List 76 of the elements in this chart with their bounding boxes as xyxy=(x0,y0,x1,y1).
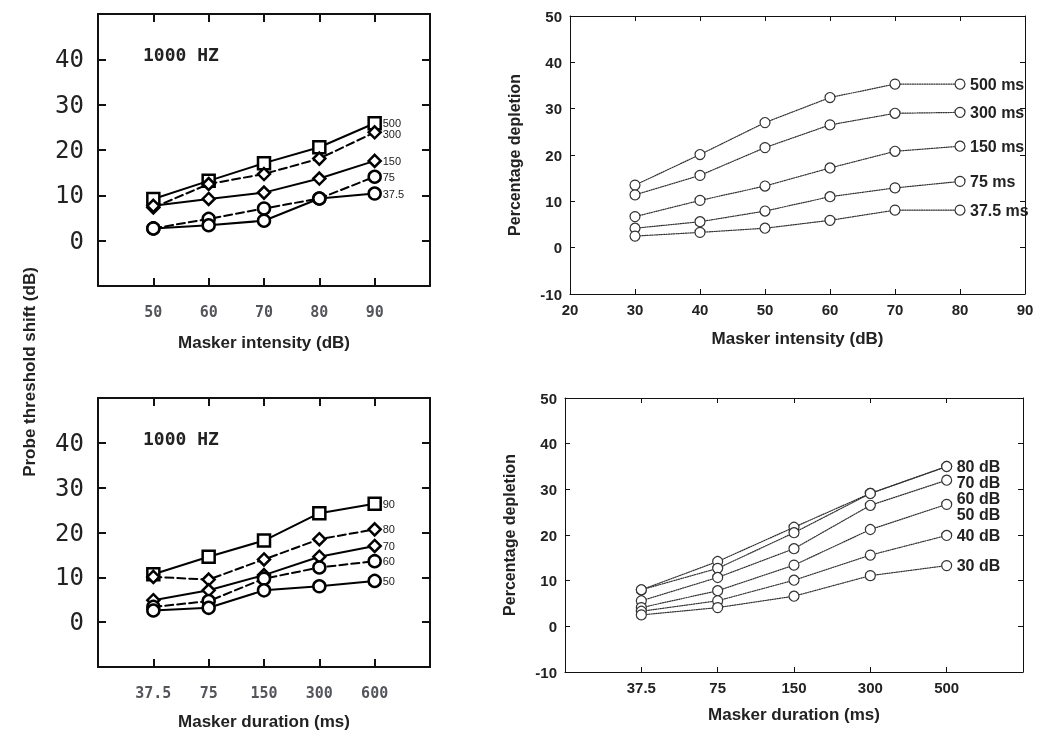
x-tick-label: 37.5 xyxy=(626,679,656,696)
series-label: 37.5 xyxy=(382,187,405,200)
series-label: 75 xyxy=(382,170,395,183)
y-tick-label: -10 xyxy=(535,663,557,681)
y-tick-label: 40 xyxy=(55,428,84,457)
series-label: 50 xyxy=(382,574,395,587)
y-tick-label: 0 xyxy=(69,608,84,637)
x-tick-label: 70 xyxy=(254,302,274,321)
x-tick-label: 37.5 xyxy=(135,683,172,702)
x-tick-label: 300 xyxy=(857,679,883,696)
y-tick-label: 10 xyxy=(545,192,562,210)
y-tick-label: 30 xyxy=(55,473,84,502)
y-axis-title: Probe threshold shift (dB) xyxy=(20,267,40,477)
x-tick-label: 75 xyxy=(199,683,218,702)
x-tick-label: 500 xyxy=(934,679,960,696)
series-label: 30 dB xyxy=(956,557,1001,575)
series-label: 80 xyxy=(382,523,395,536)
x-tick-label: 150 xyxy=(781,679,807,696)
series-label: 500 xyxy=(382,117,402,130)
series-label: 75 ms xyxy=(970,172,1016,190)
x-axis-title: Masker intensity (dB) xyxy=(178,333,350,352)
x-tick-label: 40 xyxy=(691,301,709,318)
series-label: 60 dB xyxy=(956,490,1001,507)
x-tick-label: 90 xyxy=(1016,301,1034,318)
series-label: 40 dB xyxy=(956,526,1001,544)
x-tick-label: 75 xyxy=(709,679,727,696)
y-tick-label: 20 xyxy=(55,136,84,164)
x-tick-label: 30 xyxy=(626,301,644,318)
y-tick-label: 0 xyxy=(553,239,562,257)
y-axis-title: Percentage depletion xyxy=(500,454,518,616)
series-label: 150 ms xyxy=(970,137,1025,155)
x-axis-title: Masker duration (ms) xyxy=(178,712,350,731)
y-tick-label: 50 xyxy=(540,389,557,407)
x-tick-label: 60 xyxy=(199,302,218,321)
x-tick-label: 70 xyxy=(886,301,904,318)
y-tick-label: 10 xyxy=(540,572,557,590)
x-tick-label: 150 xyxy=(250,683,278,702)
y-tick-label: 20 xyxy=(545,146,562,164)
series-label: 500 ms xyxy=(970,75,1025,93)
series-label: 60 xyxy=(382,555,395,568)
y-tick-label: 10 xyxy=(55,563,84,592)
y-tick-label: 40 xyxy=(55,45,84,74)
series-label: 90 xyxy=(382,497,395,510)
y-tick-label: 20 xyxy=(55,518,84,547)
x-tick-label: 50 xyxy=(144,302,163,321)
series-label: 50 dB xyxy=(956,506,1001,523)
y-tick-label: 0 xyxy=(548,617,557,635)
y-axis-title: Percentage depletion xyxy=(505,74,523,236)
y-tick-label: 30 xyxy=(540,480,557,498)
x-tick-label: 80 xyxy=(951,301,969,318)
series-label: 300 xyxy=(382,128,402,141)
text: 1000 HZ xyxy=(143,43,220,65)
y-tick-label: 10 xyxy=(55,181,84,210)
text: 1000 HZ xyxy=(143,427,220,449)
series-label: 70 dB xyxy=(956,474,1001,491)
series-label: 300 ms xyxy=(970,103,1025,121)
y-tick-label: 30 xyxy=(55,90,84,119)
y-tick-label: 20 xyxy=(540,526,557,544)
x-tick-label: 600 xyxy=(361,683,389,702)
y-tick-label: 40 xyxy=(540,435,557,453)
x-tick-label: 80 xyxy=(310,302,329,321)
series-label: 70 xyxy=(382,539,395,552)
x-tick-label: 20 xyxy=(561,301,579,318)
x-axis-title: Masker intensity (dB) xyxy=(711,329,884,348)
x-tick-label: 300 xyxy=(305,683,333,702)
x-tick-label: 60 xyxy=(821,301,839,318)
series-label: 150 xyxy=(382,154,402,167)
x-tick-label: 90 xyxy=(365,302,384,321)
series-label: 80 dB xyxy=(956,458,1001,475)
y-tick-label: -10 xyxy=(540,285,562,303)
x-axis-title: Masker duration (ms) xyxy=(708,705,880,724)
y-tick-label: 0 xyxy=(69,226,84,255)
y-tick-label: 40 xyxy=(545,53,562,71)
y-tick-label: 50 xyxy=(545,7,562,25)
x-tick-label: 50 xyxy=(756,301,774,318)
y-tick-label: 30 xyxy=(545,100,562,118)
